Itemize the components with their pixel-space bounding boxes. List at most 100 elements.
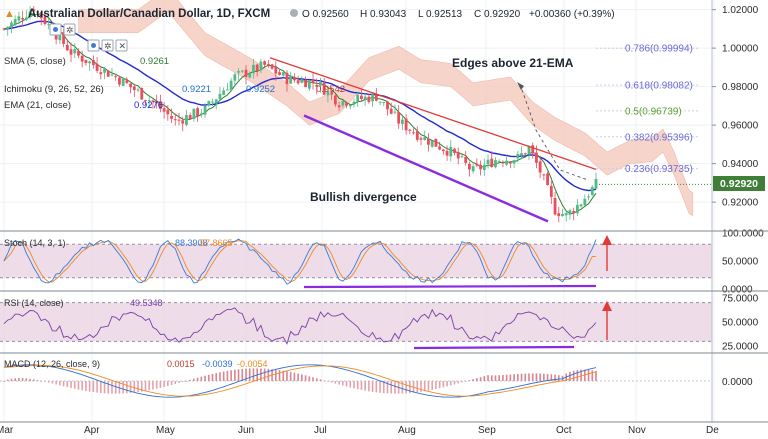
ohlc-close: C 0.92920 — [474, 9, 521, 20]
macd-histogram-bar — [379, 381, 381, 393]
macd-histogram-bar — [103, 381, 106, 394]
candle-body — [438, 146, 442, 150]
close-button[interactable] — [115, 39, 128, 52]
macd-histogram-bar — [237, 369, 240, 381]
candle-body — [572, 211, 576, 214]
candle-body — [140, 88, 144, 100]
divergence-trendline-stoch — [303, 284, 597, 289]
macd-histogram-bar — [297, 373, 299, 381]
macd-histogram-bar — [282, 370, 285, 381]
candle-body — [77, 50, 80, 56]
indicator-legend[interactable]: ✲ ✲ ✕ SMA (5, close) 0.9261 Ichimoku (9,… — [4, 23, 345, 111]
candle-body — [520, 153, 523, 156]
macd-line — [3, 364, 597, 398]
candle-body — [84, 59, 88, 64]
price-tick-label: 0.92000 — [722, 198, 759, 209]
candle-body — [95, 63, 99, 71]
macd-histogram-bar — [554, 374, 556, 381]
macd-histogram-bar — [59, 381, 61, 386]
fibonacci-levels: 0.786(0.99994) 0.618(0.98082) 0.5(0.96739)… — [596, 44, 712, 185]
candle-body — [523, 153, 527, 155]
macd-histogram-bar — [483, 376, 486, 381]
macd-histogram-bar — [293, 372, 296, 381]
candle-body — [564, 212, 568, 216]
candle-body — [32, 9, 36, 12]
settings-button[interactable] — [63, 23, 76, 36]
candle-body — [252, 64, 255, 74]
candle-body — [110, 74, 114, 76]
pane-tick-label: 100.0000 — [722, 229, 764, 240]
macd-histogram-bar — [449, 381, 452, 386]
macd-histogram-bar — [587, 369, 590, 381]
candle-body — [266, 63, 270, 65]
grid — [0, 0, 715, 422]
candle-body — [218, 93, 222, 100]
macd-histogram-bar — [557, 375, 560, 381]
candle-body — [39, 12, 43, 19]
candle-body — [471, 166, 475, 172]
macd-histogram-bar — [498, 375, 500, 381]
candle-body — [486, 159, 490, 164]
close-icon: ✕ — [119, 41, 127, 51]
candle-body — [166, 109, 170, 115]
macd-histogram-bar — [457, 381, 460, 384]
settings-button-2[interactable] — [101, 39, 114, 52]
svg-text:57.8665: 57.8665 — [200, 238, 233, 248]
candle-body — [162, 108, 166, 112]
fib-label: 0.618(0.98082) — [625, 81, 693, 92]
time-axis[interactable]: Mar Apr May Jun Jul Aug Sep Oct Nov De — [0, 425, 719, 436]
rsi-line — [3, 307, 597, 345]
macd-histogram-bar — [390, 381, 393, 394]
ichimoku-label: Ichimoku (9, 26, 52, 26) — [4, 84, 104, 95]
candle-body — [490, 158, 494, 167]
candle-body — [594, 178, 598, 189]
macd-histogram-bar — [427, 381, 430, 391]
macd-histogram-bar — [368, 381, 370, 392]
candle-body — [207, 101, 211, 106]
macd-histogram-bar — [464, 381, 467, 382]
macd-histogram-bar — [219, 372, 221, 381]
candle-body — [36, 11, 39, 13]
price-tick-label: 1.00000 — [722, 44, 759, 55]
macd-histogram-bar — [472, 379, 474, 381]
candle-body — [330, 92, 334, 95]
candle-body — [58, 33, 62, 41]
candle-body — [237, 71, 240, 73]
candle-body — [404, 118, 408, 131]
candle-body — [233, 74, 237, 81]
macd-histogram-bar — [248, 368, 251, 381]
candle-body — [337, 105, 341, 108]
macd-histogram-bar — [170, 381, 173, 385]
arrow-up-icon — [602, 235, 612, 245]
candle-body — [185, 115, 188, 125]
macd-histogram-bar — [193, 378, 195, 381]
macd-histogram-bar — [509, 374, 512, 381]
macd-histogram-bar — [338, 381, 340, 385]
fib-label: 0.786(0.99994) — [625, 44, 693, 55]
macd-histogram-bar — [315, 378, 318, 381]
stoch-legend: Stoch (14, 3, 1) 88.3908 57.8665 — [4, 238, 233, 248]
macd-histogram-bar — [88, 381, 91, 392]
macd-histogram-bar — [211, 373, 214, 381]
candle-body — [482, 164, 486, 171]
macd-histogram-bar — [286, 371, 288, 381]
candle-body — [278, 72, 281, 76]
macd-histogram-bar — [528, 373, 530, 381]
macd-histogram-bar — [461, 381, 463, 383]
chevron-icon[interactable]: ▲ — [4, 8, 15, 20]
macd-histogram-bar — [520, 373, 523, 381]
macd-histogram-bar — [476, 378, 478, 381]
price-axis[interactable]: 1.02000 1.00000 0.98000 0.96000 0.94000 0.920… — [712, 5, 764, 388]
candle-body — [214, 99, 218, 104]
candle-body — [386, 101, 389, 110]
divergence-trendline-rsi — [413, 345, 575, 350]
candle-body — [400, 119, 404, 124]
candle-body — [99, 72, 103, 75]
candle-body — [464, 157, 468, 163]
price-tick-label: 0.96000 — [722, 121, 759, 132]
macd-histogram-bar — [36, 380, 39, 381]
candle-body — [311, 79, 315, 84]
candle-body — [270, 64, 274, 69]
macd-histogram-bar — [114, 381, 117, 394]
